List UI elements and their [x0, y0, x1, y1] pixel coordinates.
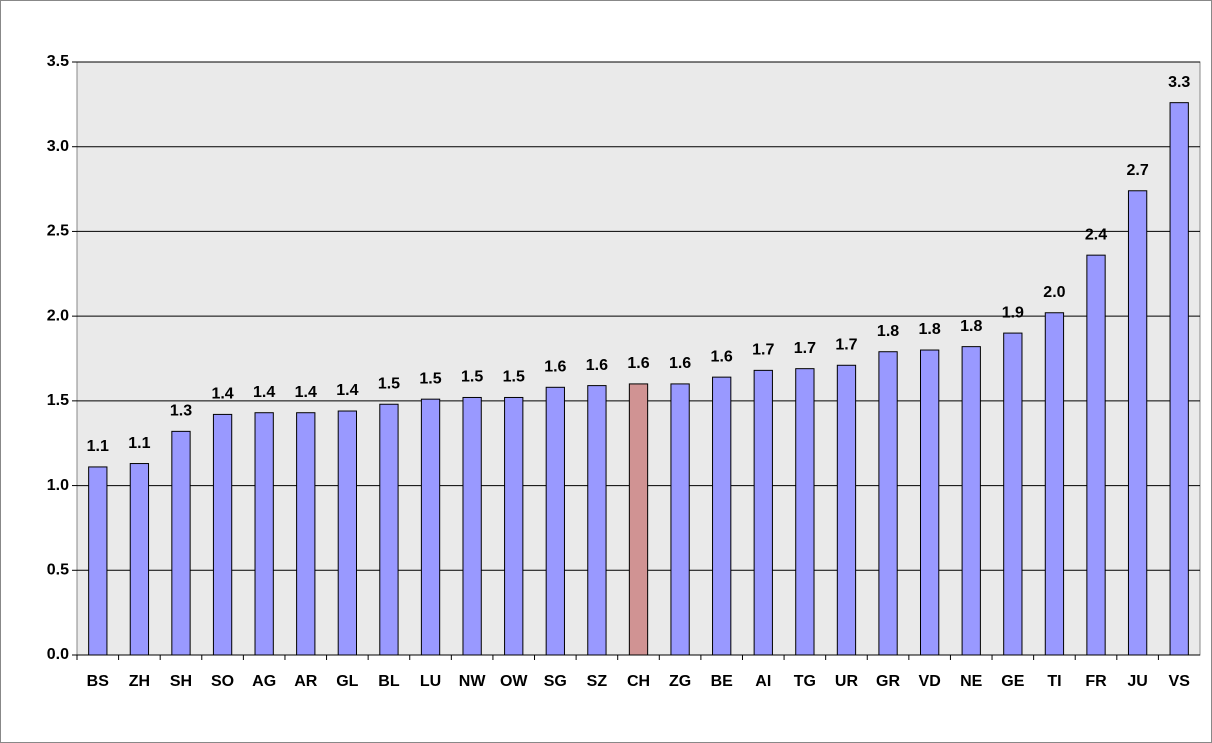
bar	[212, 413, 233, 656]
bar	[1086, 254, 1106, 656]
y-tick-label: 2.0	[47, 307, 69, 324]
x-tick-label: BE	[711, 673, 734, 690]
bar	[296, 412, 316, 656]
bar	[379, 403, 399, 656]
bar	[587, 385, 607, 656]
x-tick-label: TG	[794, 673, 816, 690]
bar	[462, 396, 482, 656]
data-label: 1.9	[1002, 304, 1024, 321]
x-tick-label: LU	[420, 673, 441, 690]
x-tick-label: NW	[459, 673, 487, 690]
x-tick-label: AG	[252, 673, 276, 690]
bar	[1169, 102, 1189, 656]
data-label: 1.4	[295, 384, 317, 401]
data-label: 1.6	[627, 355, 649, 372]
x-tick-label: FR	[1085, 673, 1107, 690]
bar	[129, 463, 150, 656]
data-label: 1.7	[794, 340, 816, 357]
data-label: 2.0	[1043, 284, 1065, 301]
data-label: 1.1	[87, 438, 109, 455]
bar	[961, 346, 981, 656]
data-label: 1.6	[586, 357, 608, 374]
bar	[254, 412, 274, 656]
data-label: 1.8	[877, 323, 899, 340]
x-tick-label: VD	[919, 673, 941, 690]
x-tick-label: BS	[87, 673, 110, 690]
y-tick-label: 1.5	[47, 392, 69, 409]
x-tick-label: AI	[755, 673, 771, 690]
data-label: 1.5	[419, 370, 441, 387]
data-label: 1.7	[835, 336, 857, 353]
y-tick-label: 3.5	[47, 53, 69, 70]
data-label: 1.8	[919, 321, 941, 338]
bar	[337, 410, 358, 656]
bar	[878, 351, 898, 656]
x-tick-label: UR	[835, 673, 859, 690]
data-label: 1.1	[128, 435, 150, 452]
x-tick-label: SO	[211, 673, 234, 690]
y-tick-label: 0.0	[47, 646, 69, 663]
bar	[1003, 332, 1023, 656]
x-tick-label: CH	[627, 673, 650, 690]
data-label: 2.4	[1085, 226, 1107, 243]
bar	[628, 383, 649, 656]
bar	[753, 369, 773, 656]
data-label: 1.4	[336, 382, 358, 399]
y-tick-label: 3.0	[47, 138, 69, 155]
data-label: 1.6	[711, 348, 733, 365]
bar	[1127, 190, 1148, 656]
bar	[1044, 312, 1065, 656]
bar	[504, 396, 524, 656]
x-tick-label: BL	[378, 673, 400, 690]
data-label: 1.6	[544, 359, 566, 376]
data-label: 1.4	[211, 386, 233, 403]
data-label: 1.5	[503, 369, 525, 386]
data-label: 3.3	[1168, 74, 1190, 91]
x-tick-label: VS	[1169, 673, 1191, 690]
x-tick-label: GL	[336, 673, 358, 690]
y-tick-label: 0.5	[47, 562, 69, 579]
x-tick-label: OW	[500, 673, 528, 690]
bar	[88, 466, 108, 656]
data-label: 1.5	[461, 369, 483, 386]
x-tick-label: SG	[544, 673, 567, 690]
data-label: 1.8	[960, 318, 982, 335]
data-label: 1.7	[752, 342, 774, 359]
x-tick-label: AR	[294, 673, 318, 690]
x-tick-label: SZ	[587, 673, 608, 690]
data-label: 1.5	[378, 375, 400, 392]
x-tick-label: GE	[1001, 673, 1024, 690]
bar	[171, 430, 191, 656]
x-tick-label: TI	[1047, 673, 1061, 690]
bar	[836, 364, 857, 656]
data-label: 1.6	[669, 355, 691, 372]
x-tick-label: ZG	[669, 673, 691, 690]
data-label: 2.7	[1126, 162, 1148, 179]
x-tick-label: JU	[1127, 673, 1147, 690]
y-tick-label: 1.0	[47, 477, 69, 494]
x-tick-label: ZH	[129, 673, 150, 690]
bar	[919, 349, 940, 656]
x-tick-label: NE	[960, 673, 983, 690]
bar	[420, 398, 441, 656]
data-label: 1.3	[170, 403, 192, 420]
data-label: 1.4	[253, 384, 275, 401]
bar	[795, 368, 815, 656]
bar	[545, 386, 565, 656]
x-tick-label: GR	[876, 673, 900, 690]
y-tick-label: 2.5	[47, 223, 69, 240]
bar	[670, 383, 690, 656]
x-tick-label: SH	[170, 673, 192, 690]
bar	[712, 376, 732, 656]
